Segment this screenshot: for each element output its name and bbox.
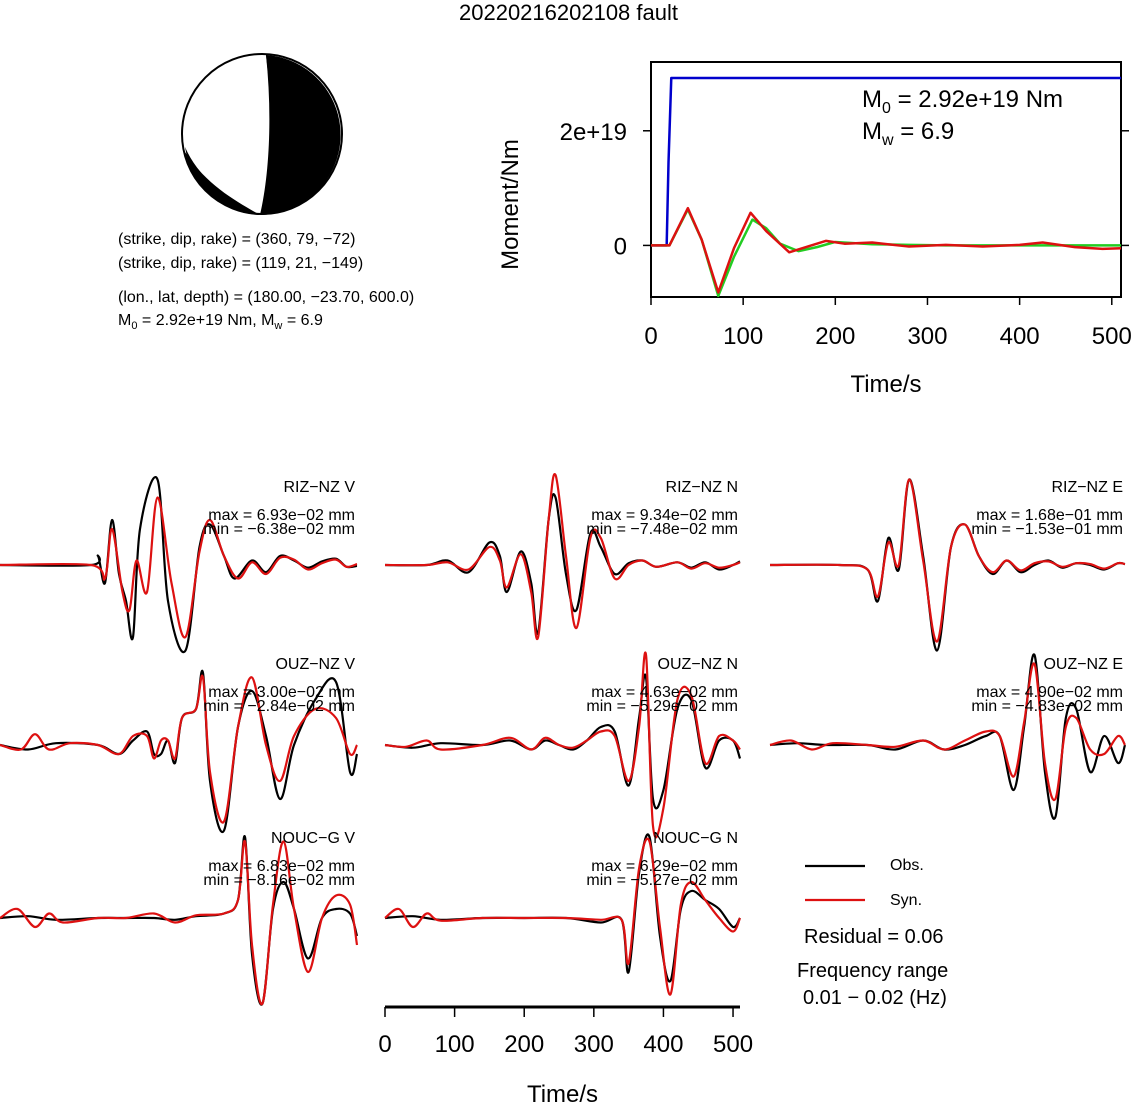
wave-time-tick-label: 200 bbox=[504, 1031, 544, 1058]
residual-text: Residual = 0.06 bbox=[804, 926, 944, 948]
mw-value: = 6.9 bbox=[282, 312, 323, 329]
nodal-plane-1: (strike, dip, rake) = (360, 79, −72) bbox=[118, 231, 356, 248]
beachball-black-lobe bbox=[260, 55, 339, 215]
moment-x-tick-label: 500 bbox=[1092, 323, 1132, 350]
m0-symbol: M bbox=[118, 312, 132, 329]
trace-min-label: min = −1.53e−01 mm bbox=[971, 521, 1123, 538]
moment-y-tick-label: 2e+19 bbox=[560, 119, 627, 146]
trace-station-label: NOUC−G N bbox=[653, 830, 738, 847]
figure-title: 20220216202108 fault bbox=[459, 0, 678, 25]
legend-syn-label: Syn. bbox=[890, 892, 923, 909]
trace-max-label: max = 3.00e−02 mm bbox=[208, 684, 355, 701]
wave-time-tick-label: 400 bbox=[643, 1031, 683, 1058]
trace-min-label: min = −8.16e−02 mm bbox=[203, 872, 355, 889]
frequency-range-value: 0.01 − 0.02 (Hz) bbox=[803, 987, 947, 1009]
nodal-plane-2: (strike, dip, rake) = (119, 21, −149) bbox=[118, 255, 364, 272]
inset-m0-value: = 2.92e+19 Nm bbox=[890, 86, 1064, 113]
inset-mw-value: = 6.9 bbox=[893, 118, 955, 145]
inset-mw-annotation: Mw = 6.9 bbox=[862, 118, 954, 150]
beachball-black-lower-lobe bbox=[185, 147, 260, 215]
trace-station-label: OUZ−NZ N bbox=[658, 656, 738, 673]
moment-x-tick-label: 300 bbox=[907, 323, 947, 350]
inset-mw-subscript: w bbox=[882, 131, 894, 149]
trace-syn-4 bbox=[384, 651, 741, 839]
trace-station-label: NOUC−G V bbox=[271, 830, 355, 847]
trace-obs-5 bbox=[769, 653, 1127, 820]
m0-subscript: 0 bbox=[131, 320, 138, 333]
trace-max-label: max = 6.83e−02 mm bbox=[208, 858, 355, 875]
trace-min-label: min = −5.29e−02 mm bbox=[586, 698, 738, 715]
trace-station-label: OUZ−NZ E bbox=[1043, 656, 1123, 673]
moment-x-tick-label: 100 bbox=[723, 323, 763, 350]
trace-max-label: max = 4.63e−02 mm bbox=[591, 684, 738, 701]
wave-time-tick-label: 0 bbox=[378, 1031, 391, 1058]
trace-station-label: OUZ−NZ V bbox=[275, 656, 355, 673]
wave-time-tick-label: 500 bbox=[713, 1031, 753, 1058]
trace-obs-0 bbox=[0, 476, 358, 654]
moment-magnitude-line: M0 = 2.92e+19 Nm, Mw = 6.9 bbox=[118, 311, 323, 336]
wave-time-tick-label: 300 bbox=[574, 1031, 614, 1058]
beachball bbox=[181, 53, 343, 215]
wave-time-tick-label: 100 bbox=[435, 1031, 475, 1058]
trace-max-label: max = 9.34e−02 mm bbox=[591, 507, 738, 524]
trace-min-label: min = −2.84e−02 mm bbox=[203, 698, 355, 715]
trace-syn-5 bbox=[769, 662, 1126, 802]
trace-min-label: min = −4.83e−02 mm bbox=[971, 698, 1123, 715]
moment-y-axis-label: Moment/Nm bbox=[497, 139, 524, 270]
legend-obs-label: Obs. bbox=[890, 857, 924, 874]
moment-series-line-2 bbox=[651, 206, 1122, 294]
trace-min-label: min = −6.38e−02 mm bbox=[203, 521, 355, 538]
trace-station-label: RIZ−NZ E bbox=[1051, 479, 1123, 496]
trace-max-label: max = 6.29e−02 mm bbox=[591, 858, 738, 875]
moment-y-tick-label: 0 bbox=[614, 233, 627, 260]
m0-value: = 2.92e+19 Nm, M bbox=[137, 312, 275, 329]
trace-syn-6 bbox=[0, 840, 359, 1006]
trace-min-label: min = −5.27e−02 mm bbox=[586, 872, 738, 889]
trace-syn-1 bbox=[384, 473, 741, 641]
mw-subscript: w bbox=[274, 320, 283, 333]
trace-min-label: min = −7.48e−02 mm bbox=[586, 521, 738, 538]
inset-m0-annotation: M0 = 2.92e+19 Nm bbox=[862, 86, 1063, 118]
wave-time-axis-label: Time/s bbox=[527, 1081, 598, 1104]
moment-rate-plot: 0 100 200 300 400 500 0 2e+19 Time/s Moment/Nm bbox=[497, 61, 1132, 398]
trace-syn-0 bbox=[0, 496, 358, 639]
trace-syn-2 bbox=[769, 478, 1126, 643]
inset-mw-symbol: M bbox=[862, 118, 882, 145]
trace-obs-7 bbox=[384, 833, 741, 983]
inset-m0-subscript: 0 bbox=[882, 99, 891, 117]
trace-max-label: max = 4.90e−02 mm bbox=[976, 684, 1123, 701]
inset-m0-symbol: M bbox=[862, 86, 882, 113]
moment-x-axis-label: Time/s bbox=[850, 371, 921, 398]
moment-x-tick-label: 0 bbox=[644, 323, 657, 350]
frequency-range-title: Frequency range bbox=[797, 960, 949, 982]
trace-syn-3 bbox=[0, 674, 358, 824]
trace-station-label: RIZ−NZ V bbox=[283, 479, 355, 496]
source-location: (lon., lat, depth) = (180.00, −23.70, 60… bbox=[118, 289, 415, 306]
trace-max-label: max = 1.68e−01 mm bbox=[976, 507, 1123, 524]
trace-station-label: RIZ−NZ N bbox=[666, 479, 738, 496]
moment-x-tick-label: 200 bbox=[815, 323, 855, 350]
trace-max-label: max = 6.93e−02 mm bbox=[208, 507, 355, 524]
moment-x-tick-label: 400 bbox=[1000, 323, 1040, 350]
trace-syn-7 bbox=[384, 837, 742, 996]
moment-plot-frame bbox=[650, 61, 1122, 298]
